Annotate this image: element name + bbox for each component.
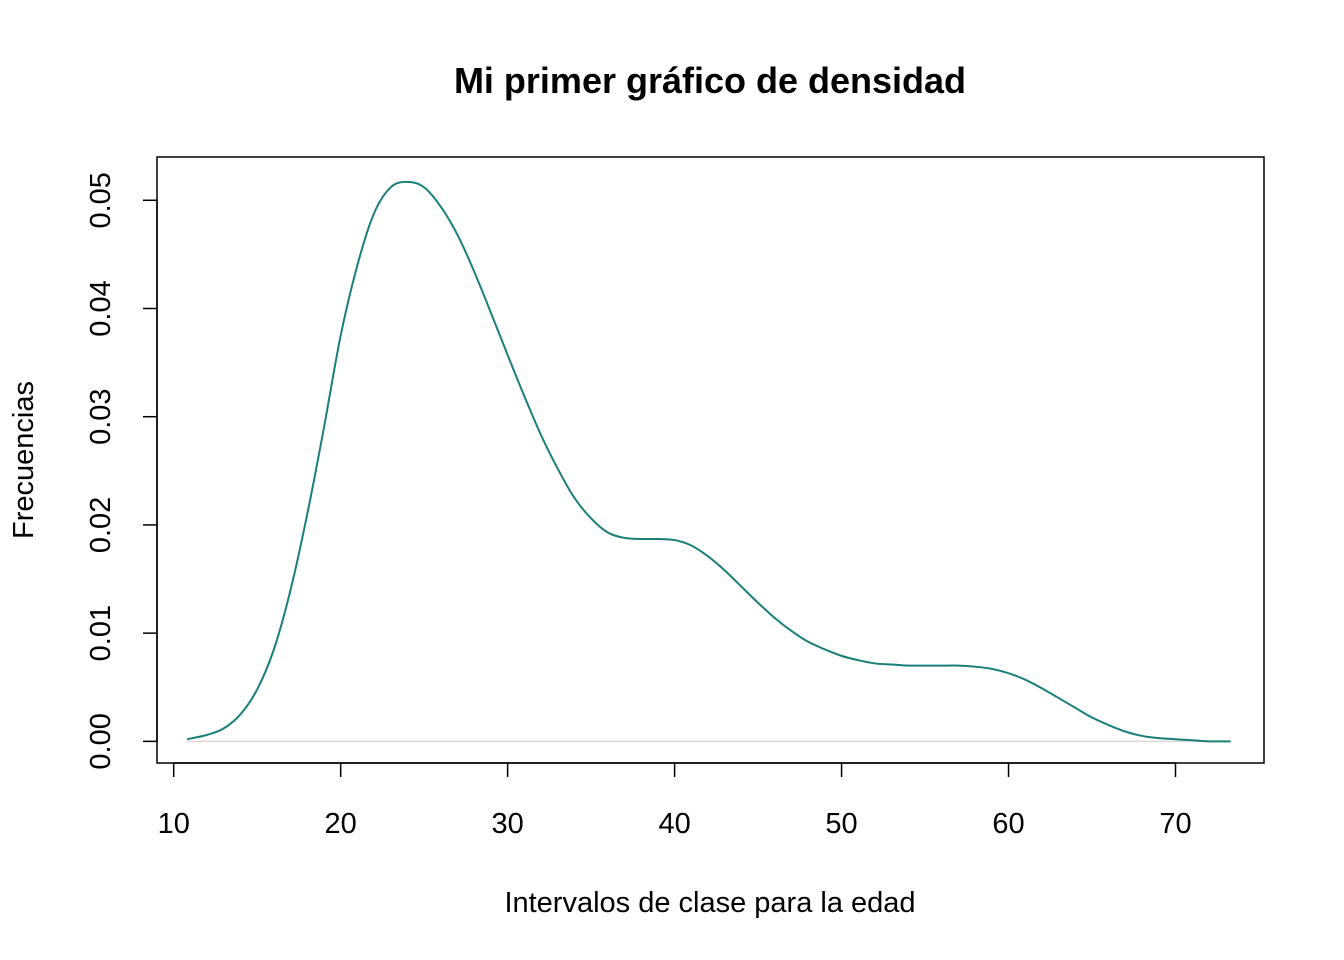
y-axis: 0.00 0.01 0.02 0.03 0.04 0.05 xyxy=(85,172,158,770)
chart-title: Mi primer gráfico de densidad xyxy=(454,60,966,101)
plot-frame xyxy=(156,156,1265,764)
x-axis-title: Intervalos de clase para la edad xyxy=(504,887,915,919)
x-tick-label: 70 xyxy=(1159,808,1191,840)
y-tick-label: 0.01 xyxy=(85,605,117,661)
x-tick-label: 40 xyxy=(658,808,690,840)
density-line xyxy=(186,180,1231,743)
x-tick-label: 10 xyxy=(158,808,190,840)
y-tick-label: 0.00 xyxy=(85,713,117,769)
y-tick-label: 0.03 xyxy=(85,388,117,444)
y-tick-label: 0.04 xyxy=(85,280,117,336)
x-tick-label: 50 xyxy=(825,808,857,840)
x-tick-label: 20 xyxy=(325,808,357,840)
y-tick-label: 0.02 xyxy=(85,497,117,553)
x-tick-label: 60 xyxy=(992,808,1024,840)
x-axis: 10 20 30 40 50 60 70 xyxy=(158,762,1192,840)
x-tick-label: 30 xyxy=(492,808,524,840)
y-tick-label: 0.05 xyxy=(85,172,117,228)
plot-area xyxy=(186,180,1231,743)
y-axis-title: Frecuencias xyxy=(8,381,40,539)
